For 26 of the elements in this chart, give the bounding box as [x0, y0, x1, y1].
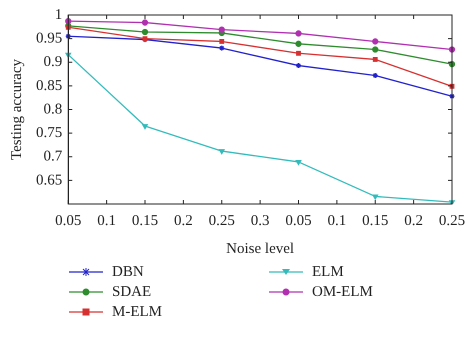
x-axis-title: Noise level [226, 240, 294, 257]
legend-label: M-ELM [112, 304, 162, 320]
legend-label: SDAE [112, 284, 152, 300]
y-tick-label: 0.85 [36, 78, 62, 94]
y-axis-title: Testing accuracy [8, 58, 25, 160]
x-tick-label: 0.25 [208, 212, 235, 229]
y-tick-label: 0.9 [44, 54, 62, 70]
x-tick-label: 0.05 [285, 212, 312, 229]
x-tick-label: 0.1 [328, 212, 346, 229]
x-tick-label: 0.2 [174, 212, 193, 229]
x-tick-label: 0.15 [362, 212, 388, 229]
y-tick-label: 0.8 [44, 101, 62, 118]
y-tick-label: 0.65 [36, 172, 62, 188]
legend-label: OM-ELM [312, 284, 373, 300]
x-tick-label: 0.05 [55, 212, 82, 229]
y-tick-label: 0.95 [36, 30, 62, 47]
legend-label: DBN [112, 264, 144, 280]
y-tick-label: 0.75 [36, 125, 62, 142]
x-tick-label: 0.3 [250, 212, 270, 229]
x-tick-label: 0.15 [132, 212, 158, 229]
x-tick-label: 0.25 [438, 212, 466, 229]
y-tick-label: 1 [54, 6, 62, 23]
y-tick-label: 0.7 [44, 148, 63, 165]
legend-label: ELM [312, 264, 344, 280]
x-tick-label: 0.2 [404, 212, 423, 229]
x-tick-label: 0.1 [97, 212, 116, 229]
